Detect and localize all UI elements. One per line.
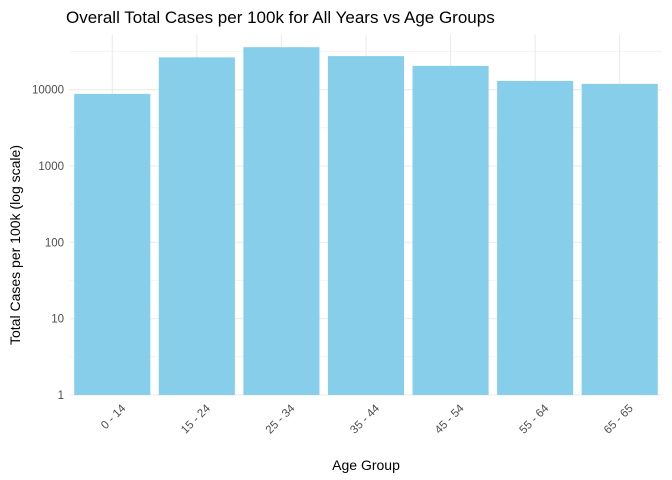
x-tick-label: 0 - 14 <box>99 402 129 432</box>
bar-35-44 <box>327 56 405 396</box>
y-tick-label: 10 <box>51 314 64 326</box>
x-tick-label: 65 - 65 <box>602 403 636 437</box>
y-tick-label: 1 <box>58 390 64 402</box>
y-axis-title: Total Cases per 100k (log scale) <box>7 145 23 345</box>
bars <box>74 47 658 396</box>
x-axis-title: Age Group <box>332 457 400 473</box>
y-tick-label: 10000 <box>32 85 64 97</box>
bar-65-65 <box>581 83 658 395</box>
x-tick-label: 35 - 44 <box>348 402 382 436</box>
bar-45-54 <box>412 65 489 396</box>
x-axis-ticks: 0 - 14 15 - 24 25 - 34 35 - 44 45 - 54 55 - 6… <box>99 402 636 436</box>
y-tick-label: 1000 <box>38 161 64 173</box>
x-tick-label: 45 - 54 <box>433 402 467 436</box>
x-tick-label: 15 - 24 <box>179 402 213 436</box>
x-tick-label: 25 - 34 <box>264 402 298 436</box>
bar-0-14 <box>74 93 151 396</box>
y-tick-label: 100 <box>45 237 64 249</box>
chart-title: Overall Total Cases per 100k for All Yea… <box>66 8 495 27</box>
bar-55-64 <box>497 80 574 396</box>
bar-15-24 <box>158 57 235 396</box>
bar-25-34 <box>243 47 320 396</box>
x-tick-label: 55 - 64 <box>517 402 551 436</box>
y-axis-ticks: 1 10 100 1000 10000 <box>32 85 64 402</box>
